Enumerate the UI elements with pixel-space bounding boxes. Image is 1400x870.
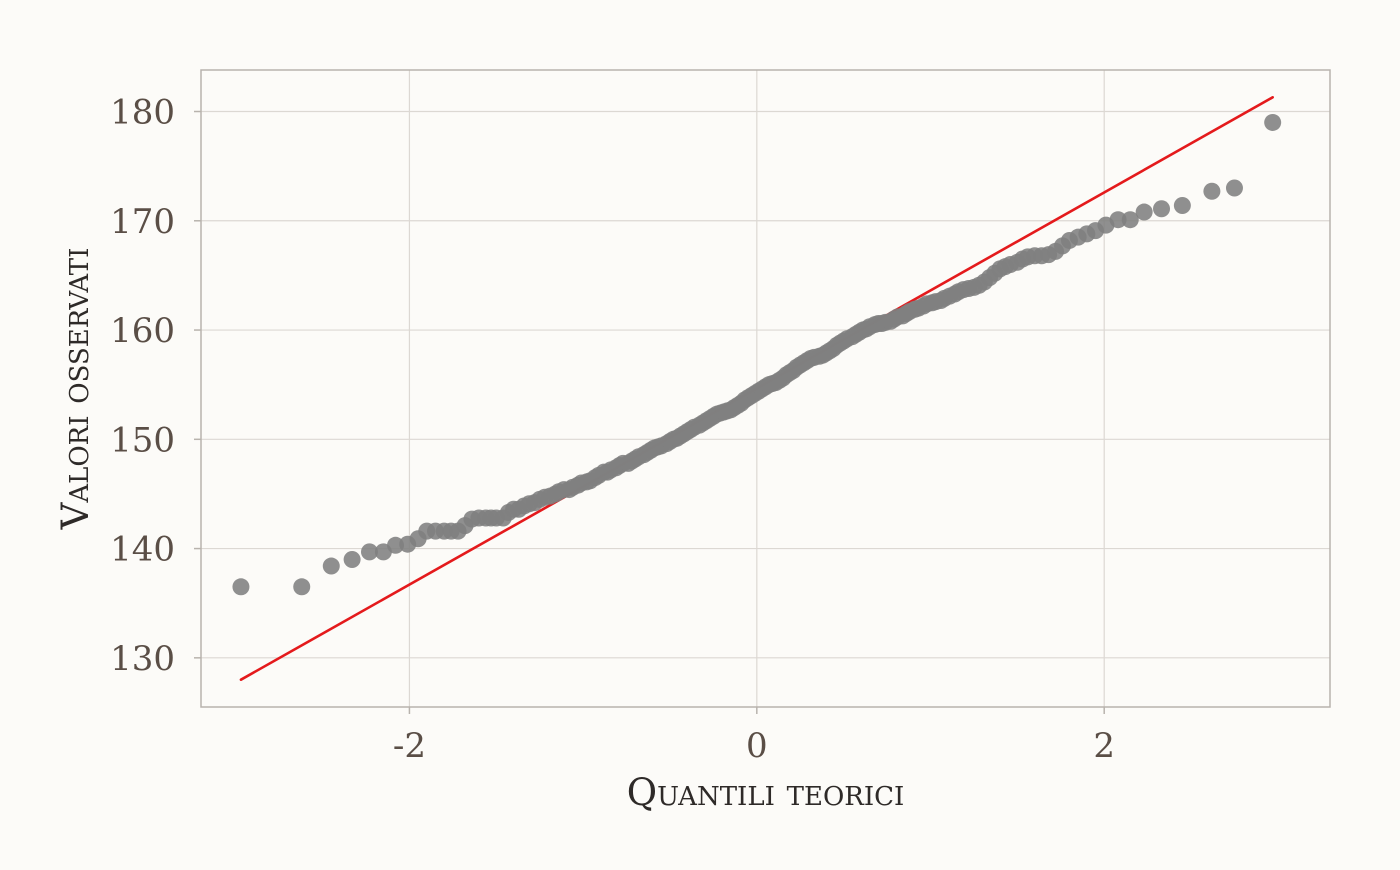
x-axis-title: Quantili teorici — [627, 771, 905, 814]
y-tick-label: 160 — [110, 311, 175, 351]
y-tick-label: 150 — [110, 420, 175, 460]
data-point — [1121, 211, 1139, 229]
x-tick-label: -2 — [393, 726, 426, 766]
plot-frame — [200, 69, 1331, 708]
y-tick-label: 140 — [110, 530, 175, 570]
data-point — [1203, 182, 1221, 200]
data-point — [1135, 203, 1153, 221]
x-axis-ticks: -2 0 2 — [393, 707, 1115, 766]
data-point — [293, 578, 311, 596]
data-point — [1225, 179, 1243, 197]
data-point — [1264, 113, 1282, 131]
y-tick-label: 180 — [110, 93, 175, 133]
y-tick-label: 130 — [110, 639, 175, 679]
x-tick-label: 2 — [1093, 726, 1115, 766]
data-point — [343, 550, 361, 568]
y-axis-title: Valori osservati — [54, 248, 97, 531]
data-point — [1153, 200, 1171, 218]
points-layer — [232, 113, 1282, 596]
x-tick-label: 0 — [746, 726, 768, 766]
data-point — [360, 543, 378, 561]
y-axis-ticks: 130 140 150 160 170 180 — [110, 93, 201, 679]
data-point — [387, 536, 405, 554]
y-tick-label: 170 — [110, 202, 175, 242]
data-point — [232, 578, 250, 596]
data-point — [1109, 211, 1127, 229]
data-point — [322, 557, 340, 575]
data-point — [1173, 196, 1191, 214]
